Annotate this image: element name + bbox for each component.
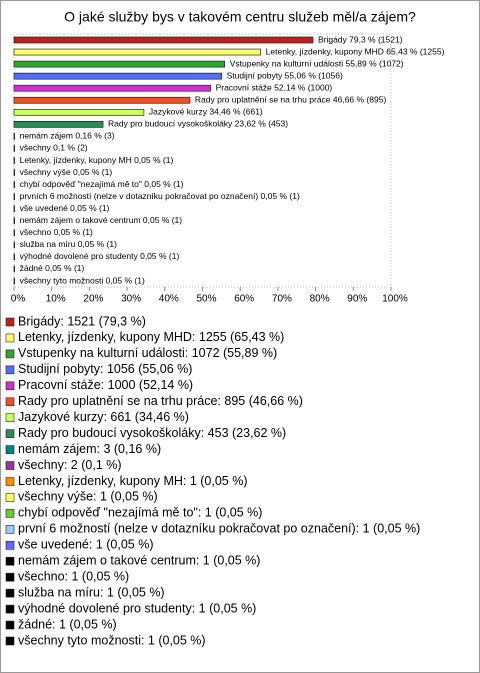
legend-swatch [5, 620, 15, 630]
legend-label: Studijní pobyty: 1056 (55,06 %) [18, 362, 192, 376]
legend-swatch [5, 636, 15, 646]
legend-swatch [5, 397, 15, 407]
x-tick-label: 10% [46, 294, 66, 305]
legend-swatch [5, 381, 15, 391]
bar-label: všechny tyto možnosti 0,05 % (1) [20, 275, 145, 285]
bar [13, 157, 15, 164]
legend-swatch [5, 333, 15, 343]
bar [13, 217, 15, 225]
legend-label: žádné: 1 (0,05 %) [18, 617, 117, 631]
bar-label: nemám zájem o takové centrum 0,05 % (1) [20, 215, 183, 225]
bar-label: všechny výše 0,05 % (1) [20, 167, 113, 177]
bar [13, 84, 211, 92]
bar [13, 169, 15, 176]
legend-label: služba na míru: 1 (0,05 %) [18, 585, 165, 599]
bar [13, 145, 15, 152]
bar [13, 48, 262, 56]
bar [13, 253, 15, 261]
bar-label: Pracovní stáže 52,14 % (1000) [216, 82, 333, 92]
bar [13, 229, 15, 237]
legend-label: všechny: 2 (0,1 %) [18, 458, 122, 472]
x-tick-label: 20% [83, 294, 103, 305]
bar [13, 181, 15, 188]
bar [13, 133, 15, 140]
legend-label: všechny výše: 1 (0,05 %) [18, 490, 158, 504]
legend-swatch [5, 525, 15, 534]
bar-label: Rady pro uplatnění se na trhu práce 46,6… [195, 95, 387, 105]
bar-label: žádné 0,05 % (1) [20, 263, 85, 273]
legend-label: Brigády: 1521 (79,3 %) [18, 314, 146, 328]
legend-swatch [5, 588, 15, 598]
legend-label: všechny tyto možnosti: 1 (0,05 %) [18, 633, 206, 647]
x-tick-label: 60% [234, 294, 254, 305]
legend-label: Pracovní stáže: 1000 (52,14 %) [18, 378, 193, 392]
x-tick-label: 40% [159, 294, 179, 305]
x-tick-label: 100% [382, 294, 408, 305]
bar-label: všechny 0,1 % (2) [20, 143, 88, 153]
bar-label: Vstupenky na kulturní události 55,89 % (… [230, 58, 404, 68]
legend-swatch [5, 349, 15, 359]
x-tick-label: 50% [196, 294, 216, 305]
legend-swatch [5, 604, 15, 614]
bar [13, 277, 15, 285]
legend-swatch [5, 413, 15, 423]
legend-swatch [5, 509, 15, 518]
legend-swatch [5, 540, 15, 550]
legend-swatch [5, 493, 15, 502]
legend-swatch [5, 317, 15, 327]
bar-label: prvních 6 možností (nelze v dotazníku po… [20, 191, 300, 201]
bar-label: služba na míru 0,05 % (1) [20, 239, 117, 249]
bar [13, 96, 191, 104]
legend-label: Vstupenky na kulturní události: 1072 (55… [18, 346, 277, 360]
legend-swatch [5, 445, 15, 454]
bar [13, 193, 15, 200]
bar [13, 72, 222, 80]
bar [13, 265, 15, 273]
x-tick-label: 80% [310, 294, 330, 305]
legend-label: Letenky, jízdenky, kupony MHD: 1255 (65,… [18, 330, 284, 344]
x-tick-label: 90% [347, 294, 367, 305]
legend-label: Rady pro budoucí vysokoškoláky: 453 (23,… [18, 426, 286, 440]
legend-swatch [5, 429, 15, 438]
x-tick-label: 70% [272, 294, 292, 305]
x-tick-label: 30% [121, 294, 141, 305]
legend-label: nemám zájem o takové centrum: 1 (0,05 %) [18, 554, 260, 568]
legend-swatch [5, 461, 15, 470]
legend-swatch [5, 572, 15, 582]
bar [13, 120, 104, 128]
legend-swatch [5, 365, 15, 375]
bar-label: Studijní pobyty 55,06 % (1056) [227, 70, 343, 80]
bar-label: výhodné dovolené pro studenty 0,05 % (1) [20, 251, 180, 261]
bar [13, 36, 314, 44]
bar [13, 108, 145, 116]
bar-label: Brigády 79,3 % (1521) [318, 34, 403, 44]
bar-label: vše uvedené 0,05 % (1) [20, 203, 110, 213]
bar-label: chybí odpověď "nezajímá mě to" 0,05 % (1… [20, 179, 184, 189]
legend-label: nemám zájem: 3 (0,16 %) [18, 442, 161, 456]
bar-label: nemám zájem 0,16 % (3) [20, 131, 115, 141]
bar-label: Letenky, jízdenky, kupony MHD 65,43 % (1… [266, 46, 445, 56]
bar [13, 60, 226, 68]
chart-title: O jaké služby bys v takovém centru služe… [64, 9, 416, 25]
legend-label: chybí odpověď "nezajímá mě to": 1 (0,05 … [18, 506, 262, 520]
legend-label: Letenky, jízdenky, kupony MH: 1 (0,05 %) [18, 474, 248, 488]
legend-label: všechno: 1 (0,05 %) [18, 569, 129, 583]
bar-label: Rady pro budoucí vysokoškoláky 23,62 % (… [108, 119, 288, 129]
legend-swatch [5, 477, 15, 486]
bar [13, 205, 15, 213]
legend-label: Rady pro uplatnění se na trhu práce: 895… [18, 394, 303, 408]
legend-swatch [5, 556, 15, 566]
legend-label: vše uvedené: 1 (0,05 %) [18, 538, 154, 552]
legend-label: Jazykové kurzy: 661 (34,46 %) [18, 410, 189, 424]
legend-label: první 6 možností (nelze v dotazníku pokr… [18, 522, 420, 536]
bar-label: Letenky, jízdenky, kupony MH 0,05 % (1) [20, 155, 174, 165]
bar [13, 241, 15, 249]
bar-label: všechno 0,05 % (1) [20, 227, 93, 237]
bar-label: Jazykové kurzy 34,46 % (661) [149, 107, 263, 117]
legend-label: výhodné dovolené pro studenty: 1 (0,05 %… [18, 601, 256, 615]
x-tick-label: 0% [11, 294, 26, 305]
